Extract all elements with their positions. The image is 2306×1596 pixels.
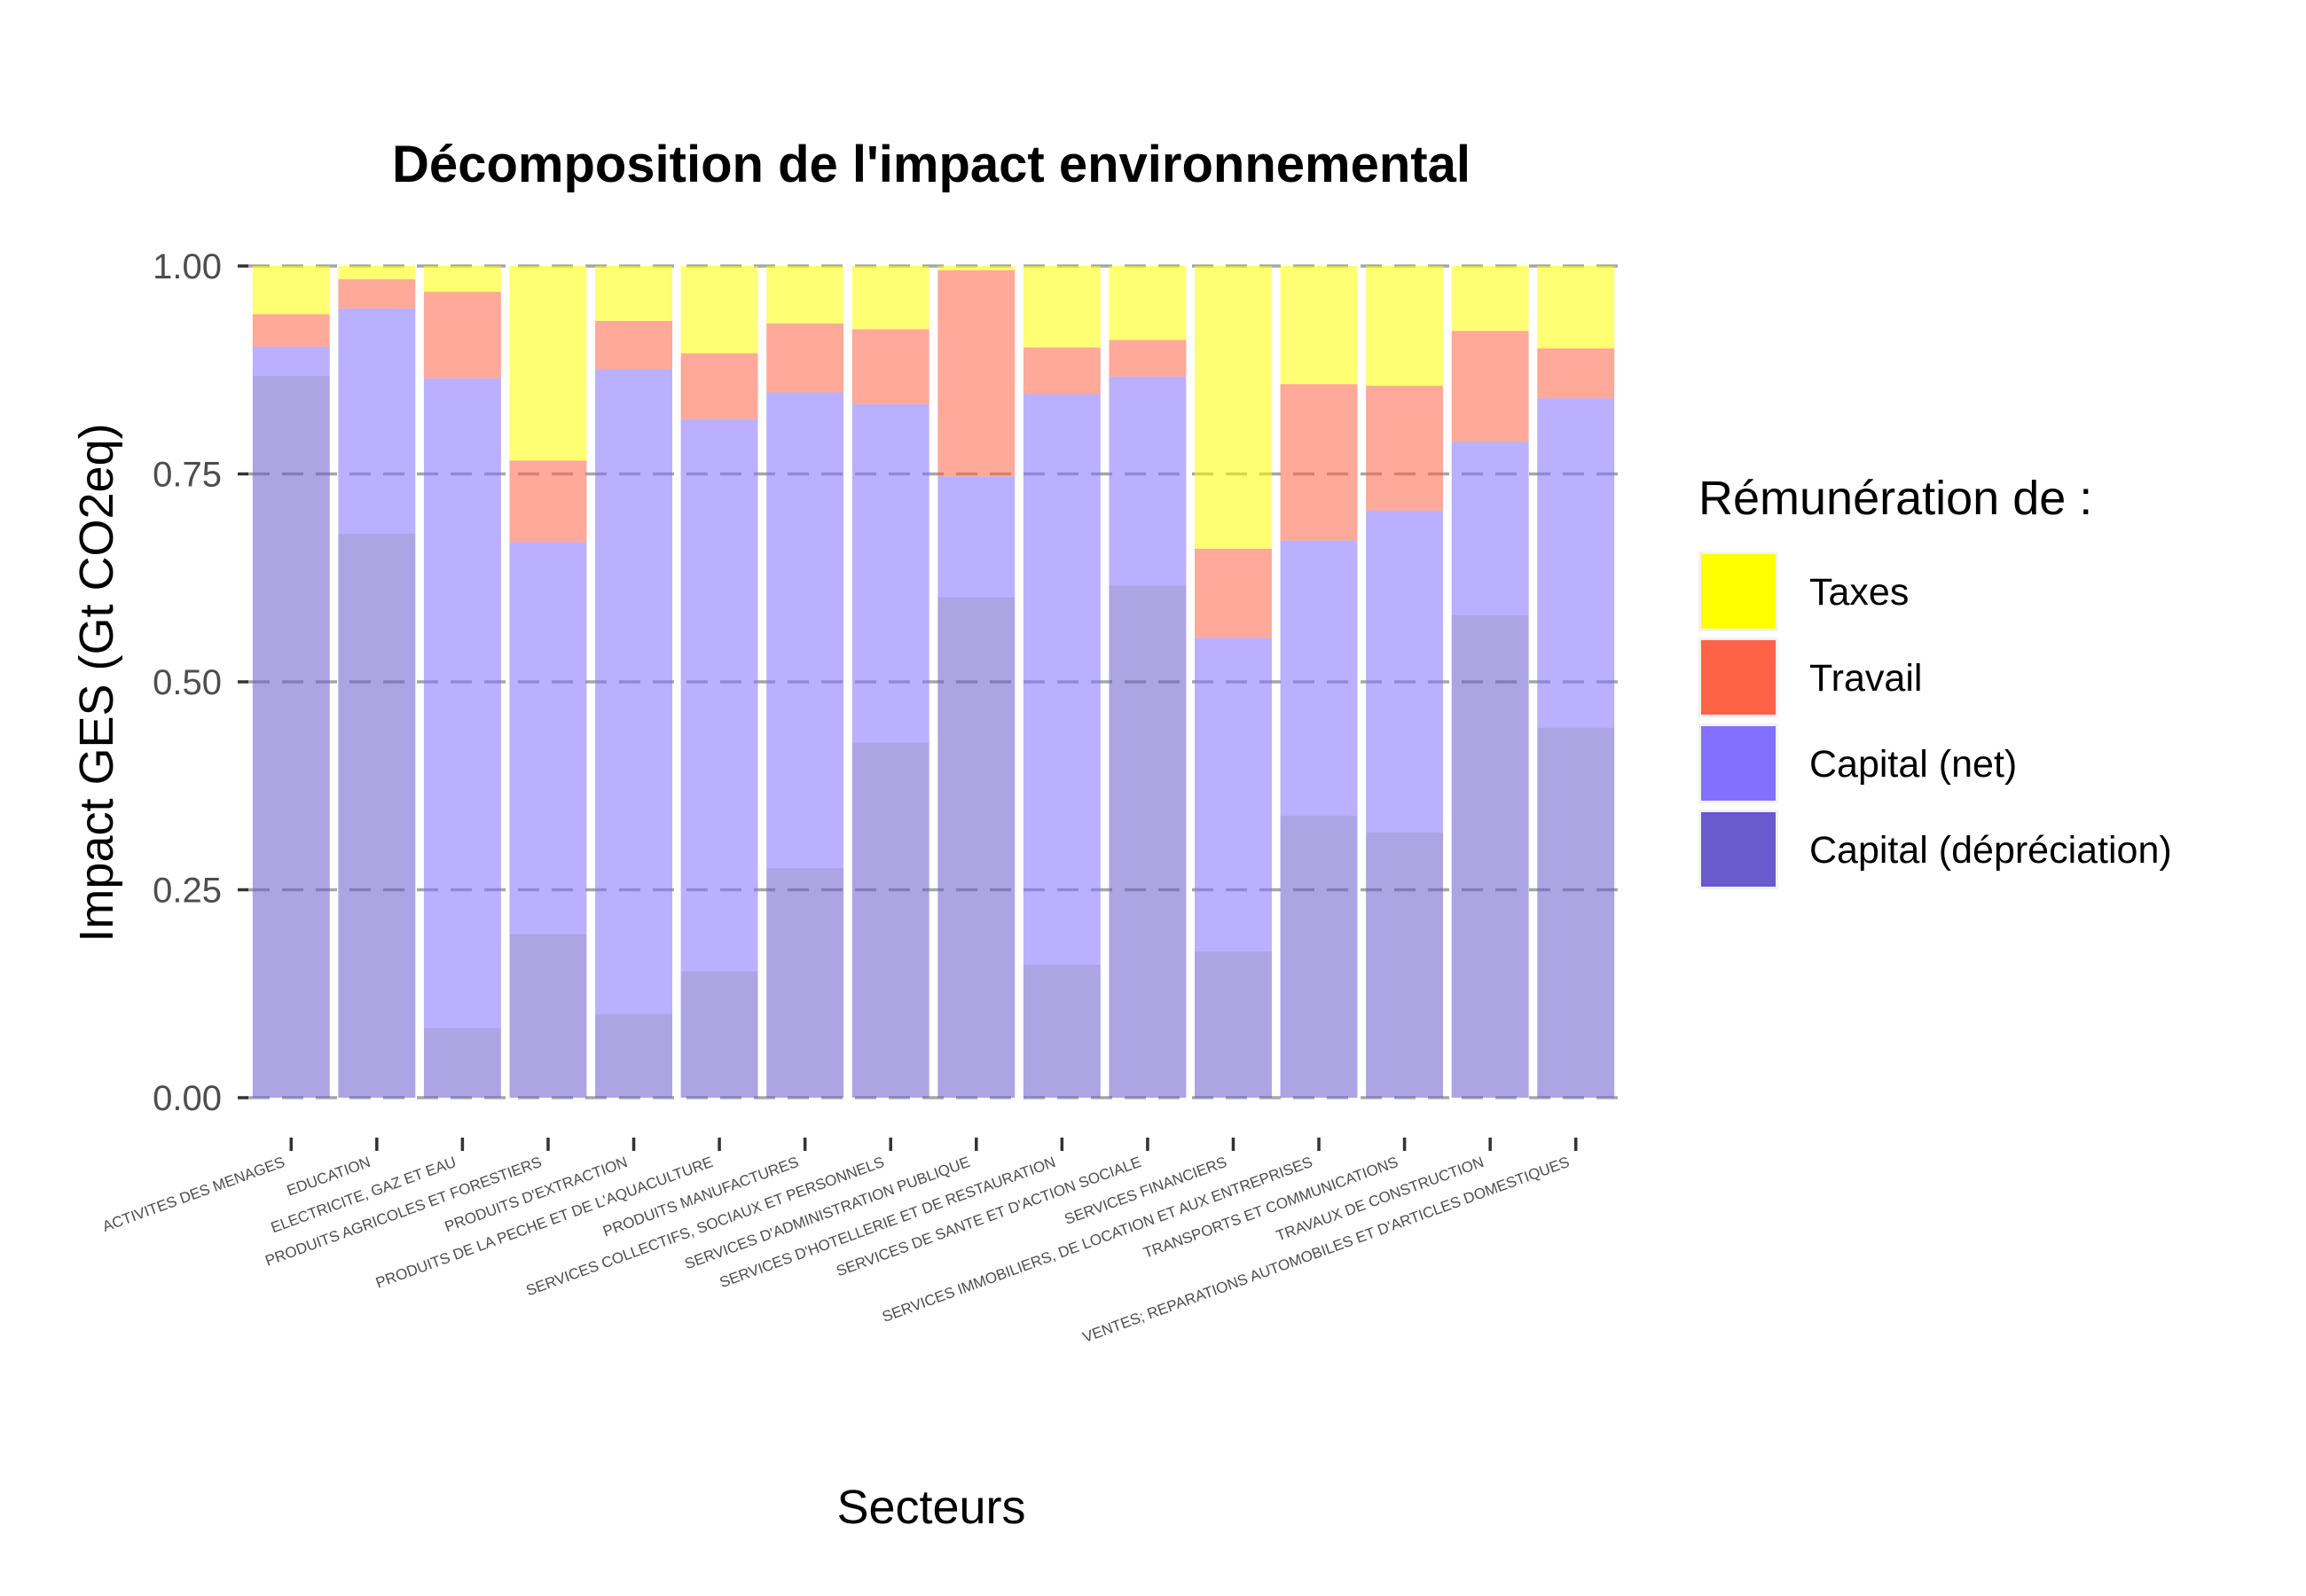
- bar-segment: [338, 308, 416, 535]
- bar-segment: [1109, 585, 1187, 1098]
- bar-segment: [937, 270, 1016, 477]
- bar-segment: [1537, 398, 1615, 728]
- bar-segment: [851, 742, 929, 1098]
- bar-segment: [851, 329, 929, 404]
- bar-segment: [766, 266, 844, 324]
- bar-segment: [1280, 816, 1358, 1098]
- legend-title: Rémunération de :: [1698, 472, 2092, 525]
- bar-segment: [423, 266, 501, 293]
- bar-segment: [338, 266, 416, 280]
- bar-segment: [252, 375, 330, 1098]
- bar-segment: [1537, 348, 1615, 399]
- bar-segment: [1366, 832, 1444, 1098]
- bar-segment: [851, 403, 929, 743]
- x-tick-label: ACTIVITES DES MENAGES: [100, 1154, 287, 1235]
- bar-segment: [423, 292, 501, 379]
- bar-segment: [338, 534, 416, 1098]
- bar-segment: [1451, 441, 1529, 615]
- bar-segment: [1451, 331, 1529, 442]
- legend-label: Travail: [1809, 657, 1922, 700]
- bar-segment: [252, 314, 330, 347]
- plot-area: 0.00 0.25 0.50 0.75 1.00 ACTIVITES DES MENAGE…: [100, 247, 1619, 1346]
- bar-segment: [1195, 548, 1272, 638]
- bar-segment: [1023, 347, 1101, 395]
- bar-segment: [1366, 510, 1444, 833]
- legend-label: Capital (net): [1809, 743, 2017, 786]
- bar-segment: [252, 346, 330, 376]
- bar-segment: [423, 378, 501, 1029]
- bar-segment: [423, 1028, 501, 1098]
- bar-segment: [509, 266, 587, 461]
- bar-segment: [595, 266, 672, 321]
- bar-segment: [252, 266, 330, 315]
- bar-segment: [509, 460, 587, 543]
- bar-segment: [1280, 540, 1358, 817]
- y-tick-label: 0.00: [153, 1079, 222, 1118]
- bar-segment: [1023, 394, 1101, 965]
- y-axis-title: Impact GES (Gt CO2eq): [70, 423, 123, 942]
- bar-segment: [1109, 376, 1187, 586]
- bar-segment: [937, 266, 1016, 270]
- bar-segment: [1537, 266, 1615, 348]
- y-tick-label: 0.50: [153, 663, 222, 702]
- legend-swatch: [1701, 640, 1776, 715]
- bar-segment: [680, 971, 758, 1098]
- bar-segment: [595, 1013, 672, 1098]
- bar-segment: [1195, 951, 1272, 1098]
- legend-swatch: [1701, 726, 1776, 801]
- bar-segment: [1195, 638, 1272, 951]
- bar-segment: [1109, 340, 1187, 377]
- bar-segment: [680, 419, 758, 972]
- bar-segment: [1280, 384, 1358, 541]
- bar-segment: [595, 320, 672, 370]
- bar-segment: [1023, 964, 1101, 1098]
- bar-segment: [1451, 266, 1529, 332]
- bar-segment: [937, 476, 1016, 598]
- bar-segment: [766, 868, 844, 1098]
- bar-segment: [1195, 266, 1272, 549]
- bar-segment: [338, 279, 416, 309]
- bar-segment: [509, 934, 587, 1098]
- x-axis-title: Secteurs: [836, 1481, 1025, 1534]
- bar-segment: [595, 369, 672, 1014]
- legend-swatch: [1701, 812, 1776, 887]
- bar-segment: [680, 353, 758, 419]
- bar-segment: [1451, 614, 1529, 1098]
- bar-segment: [509, 542, 587, 935]
- y-tick-label: 0.75: [153, 456, 222, 495]
- bar-segment: [766, 392, 844, 869]
- legend-label: Taxes: [1809, 571, 1909, 614]
- chart-title: Décomposition de l'impact environnementa…: [392, 136, 1471, 193]
- bar-segment: [1280, 266, 1358, 385]
- bar-segment: [851, 266, 929, 330]
- bar-segment: [680, 266, 758, 354]
- bar-segment: [1366, 386, 1444, 511]
- y-tick-label: 0.25: [153, 872, 222, 911]
- legend-label: Capital (dépréciation): [1809, 829, 2172, 872]
- bar-segment: [1366, 266, 1444, 387]
- bar-segment: [937, 597, 1016, 1098]
- bar-segment: [766, 323, 844, 393]
- bar-segment: [1537, 727, 1615, 1098]
- bar-segment: [1023, 266, 1101, 348]
- y-tick-label: 1.00: [153, 247, 222, 286]
- bar-segment: [1109, 266, 1187, 340]
- legend-swatch: [1701, 554, 1776, 629]
- legend: Rémunération de : Taxes Travail Capital (n…: [1698, 472, 2172, 889]
